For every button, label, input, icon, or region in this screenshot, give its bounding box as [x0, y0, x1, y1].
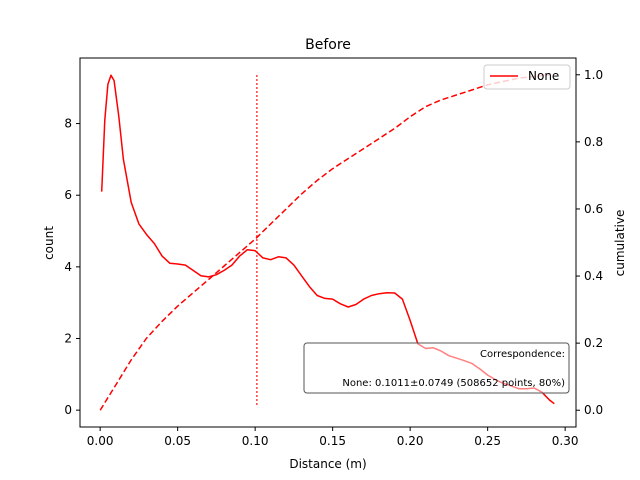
- plot-frame: [79, 57, 577, 428]
- y-tick-label: 6: [64, 188, 72, 202]
- y-axis-label: count: [42, 226, 56, 260]
- y2-tick-label: 1.0: [584, 68, 603, 82]
- y2-tick-label: 0.8: [584, 135, 603, 149]
- x-tick-label: 0.05: [164, 434, 191, 448]
- cumulative-series-line: [99, 74, 550, 411]
- legend: None: [483, 64, 571, 90]
- y2-axis-label: cumulative: [613, 210, 627, 277]
- x-tick-label: 0.15: [319, 434, 346, 448]
- chart-title: Before: [305, 37, 351, 53]
- x-tick-label: 0.25: [474, 434, 501, 448]
- legend-box: [483, 64, 571, 90]
- annotation-box: Correspondence: None: 0.1011±0.0749 (508…: [303, 342, 570, 394]
- y-tick-label: 4: [64, 260, 72, 274]
- legend-entry-none: None: [528, 69, 559, 83]
- ticks-layer: 0.00 0.05 0.10 0.15 0.20 0.25 0.30 0 2 4 6 8 0.0 0.2 0…: [64, 68, 603, 448]
- x-tick-label: 0.10: [242, 434, 269, 448]
- x-tick-label: 0.00: [87, 434, 114, 448]
- y-tick-label: 8: [64, 117, 72, 131]
- y2-tick-label: 0.0: [584, 403, 603, 417]
- y-tick-label: 2: [64, 332, 72, 346]
- annotation-frame: [303, 342, 570, 394]
- y2-tick-label: 0.6: [584, 202, 603, 216]
- annotation-text: None: 0.1011±0.0749 (508652 points, 80%): [342, 378, 565, 389]
- y-tick-label: 0: [64, 403, 72, 417]
- x-axis-label: Distance (m): [289, 457, 366, 471]
- x-tick-label: 0.20: [397, 434, 424, 448]
- y2-tick-label: 0.2: [584, 336, 603, 350]
- y2-tick-label: 0.4: [584, 269, 603, 283]
- annotation-title: Correspondence:: [480, 349, 565, 360]
- x-tick-label: 0.30: [552, 434, 579, 448]
